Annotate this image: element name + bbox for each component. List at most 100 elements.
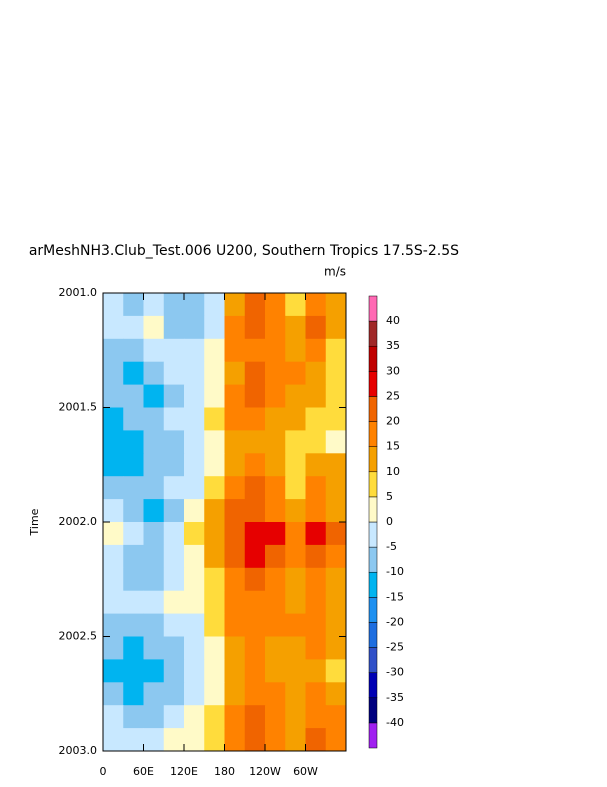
colorbar-swatch <box>368 396 378 422</box>
heat-cell <box>103 522 124 546</box>
heat-cell <box>143 453 165 477</box>
x-tick-label: 120W <box>249 765 281 778</box>
heat-cell <box>143 384 165 408</box>
heat-cell <box>265 682 286 706</box>
heat-cell <box>103 315 124 340</box>
heat-cell <box>184 590 205 614</box>
colorbar-label: -30 <box>386 666 404 679</box>
heat-cell <box>244 522 266 546</box>
heat-cell <box>305 430 327 454</box>
colorbar-label: 0 <box>386 515 393 528</box>
heat-cell <box>305 338 327 363</box>
heat-cell <box>224 315 246 340</box>
x-tick-label: 60E <box>133 765 154 778</box>
colorbar-swatch <box>368 320 378 347</box>
heat-cell <box>123 361 144 385</box>
heat-cell <box>103 590 124 614</box>
heat-cell <box>103 544 124 569</box>
heat-cell <box>204 705 225 729</box>
heat-cell <box>163 361 185 385</box>
heat-cell <box>305 522 327 546</box>
heat-cell <box>123 384 144 408</box>
heat-cell <box>184 453 205 477</box>
heat-cell <box>285 522 306 546</box>
heat-cell <box>103 453 124 477</box>
heat-cell <box>184 636 205 660</box>
heat-cell <box>204 567 225 592</box>
heat-cell <box>224 338 246 363</box>
heat-cell <box>224 522 246 546</box>
colorbar-label: 20 <box>386 415 400 428</box>
x-tick-label: 60W <box>293 765 318 778</box>
heat-cell <box>204 728 225 752</box>
heat-cell <box>244 430 266 454</box>
heat-cell <box>224 682 246 706</box>
heat-cell <box>224 499 246 523</box>
heat-cell <box>184 682 205 706</box>
heat-cell <box>163 499 185 523</box>
colorbar-swatch <box>368 345 378 372</box>
heat-cell <box>265 315 286 340</box>
heat-cell <box>305 659 327 683</box>
heat-cell <box>163 407 185 431</box>
colorbar-label: -40 <box>386 716 404 729</box>
heat-cell <box>204 384 225 408</box>
colorbar-label: 10 <box>386 465 400 478</box>
heat-cell <box>285 636 306 660</box>
heat-cell <box>265 636 286 660</box>
heat-cell <box>325 567 347 592</box>
heat-cell <box>143 361 165 385</box>
heat-cell <box>163 590 185 614</box>
heat-cell <box>285 590 306 614</box>
heat-cell <box>285 384 306 408</box>
heat-cell <box>204 361 225 385</box>
heat-cell <box>163 544 185 569</box>
heat-cell <box>224 407 246 431</box>
colorbar-label: 40 <box>386 314 400 327</box>
y-tick-label: 2001.0 <box>59 286 98 299</box>
heat-cell <box>103 567 124 592</box>
heat-cell <box>265 407 286 431</box>
heat-cell <box>143 522 165 546</box>
x-tick-label: 180 <box>214 765 235 778</box>
y-tick-label: 2003.0 <box>59 744 98 757</box>
heat-cell <box>285 361 306 385</box>
heat-cell <box>184 613 205 637</box>
x-tick-label: 0 <box>100 765 107 778</box>
heat-cell <box>265 476 286 500</box>
y-axis-label: Time <box>28 508 41 536</box>
heat-cell <box>244 544 266 569</box>
heat-cell <box>204 407 225 431</box>
heat-cell <box>244 384 266 408</box>
heat-cell <box>204 293 225 317</box>
heat-cell <box>123 522 144 546</box>
heat-cell <box>265 544 286 569</box>
heat-cell <box>103 430 124 454</box>
heat-cell <box>184 384 205 408</box>
heat-cell <box>103 636 124 660</box>
heat-cell <box>143 728 165 752</box>
heat-cell <box>325 361 347 385</box>
heat-cell <box>325 293 347 317</box>
colorbar-label: -10 <box>386 565 404 578</box>
heat-cell <box>265 613 286 637</box>
y-tick-label: 2002.0 <box>59 515 98 528</box>
heat-cell <box>224 453 246 477</box>
heat-cell <box>123 293 144 317</box>
heat-cell <box>123 705 144 729</box>
y-tick-label: 2002.5 <box>59 630 98 643</box>
heat-cell <box>244 293 266 317</box>
heat-cell <box>143 544 165 569</box>
colorbar-label: 30 <box>386 364 400 377</box>
heat-cell <box>305 728 327 752</box>
colorbar-swatch <box>368 722 378 749</box>
y-tick-label: 2001.5 <box>59 401 98 414</box>
colorbar-label: -25 <box>386 641 404 654</box>
heat-cell <box>163 636 185 660</box>
heat-cell <box>163 430 185 454</box>
heat-cell <box>265 453 286 477</box>
heat-cell <box>244 338 266 363</box>
heat-cell <box>123 659 144 683</box>
heat-cell <box>143 636 165 660</box>
heat-cell <box>123 453 144 477</box>
